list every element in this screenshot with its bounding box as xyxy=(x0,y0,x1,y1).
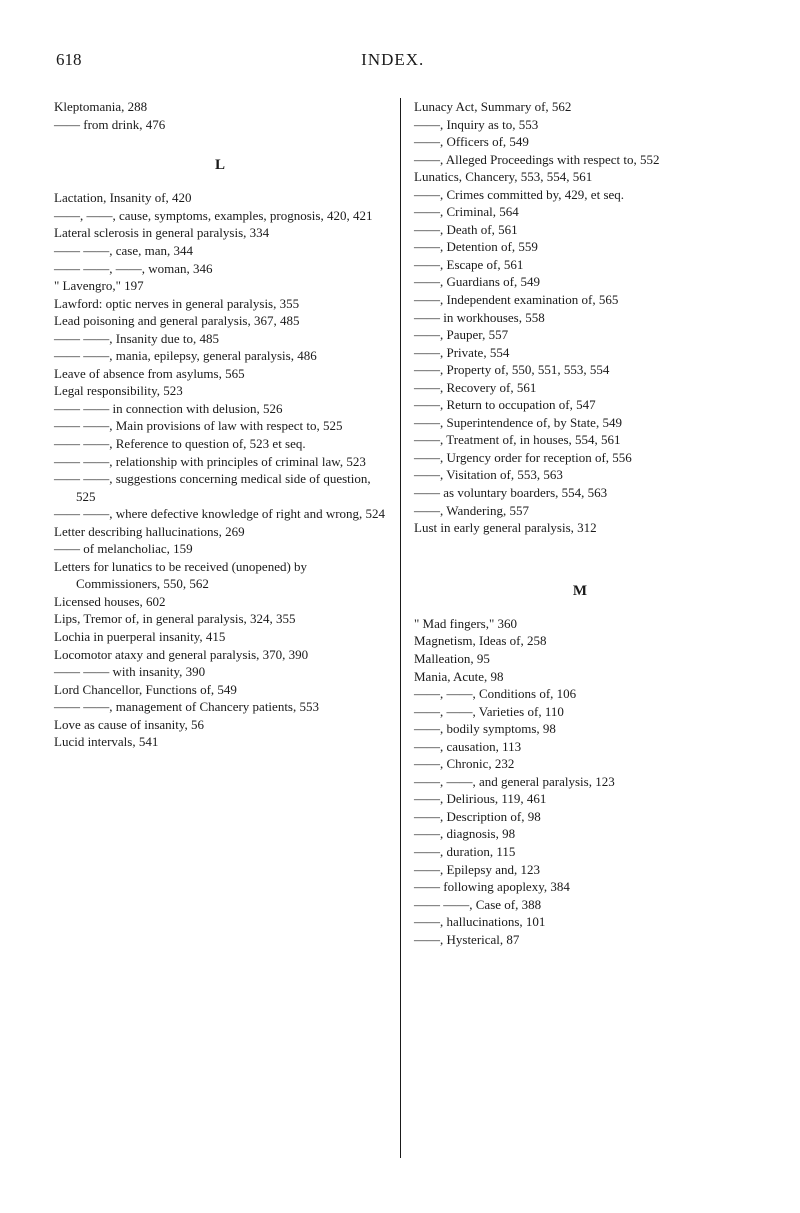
index-entry: ——, Independent examination of, 565 xyxy=(414,291,746,309)
index-entry: Magnetism, Ideas of, 258 xyxy=(414,632,746,650)
index-entry: —— of melancholiac, 159 xyxy=(54,540,386,558)
index-entry: —— —— in connection with delusion, 526 xyxy=(54,400,386,418)
index-entry: ——, duration, 115 xyxy=(414,843,746,861)
index-entry: ——, bodily symptoms, 98 xyxy=(414,720,746,738)
index-entry: ——, diagnosis, 98 xyxy=(414,825,746,843)
index-entry: Lord Chancellor, Functions of, 549 xyxy=(54,681,386,699)
index-entry: Locomotor ataxy and general paralysis, 3… xyxy=(54,646,386,664)
header-spacer xyxy=(704,50,744,70)
page-number: 618 xyxy=(56,50,82,70)
column-divider xyxy=(400,98,401,1158)
index-entry: Letter describing hallucinations, 269 xyxy=(54,523,386,541)
index-entry: —— as voluntary boarders, 554, 563 xyxy=(414,484,746,502)
index-entry: ——, Property of, 550, 551, 553, 554 xyxy=(414,361,746,379)
index-entry: —— ——, management of Chancery patients, … xyxy=(54,698,386,716)
page-title: INDEX. xyxy=(361,50,424,70)
index-entry: Kleptomania, 288 xyxy=(54,98,386,116)
section-letter-l: L xyxy=(54,155,386,175)
index-entry: ——, Epilepsy and, 123 xyxy=(414,861,746,879)
section-letter-m: M xyxy=(414,581,746,601)
index-entry: Letters for lunatics to be received (uno… xyxy=(54,558,386,593)
index-entry: —— following apoplexy, 384 xyxy=(414,878,746,896)
index-entry: Lochia in puerperal insanity, 415 xyxy=(54,628,386,646)
index-entry: Lactation, Insanity of, 420 xyxy=(54,189,386,207)
index-entry: —— —— with insanity, 390 xyxy=(54,663,386,681)
index-entry: " Mad fingers," 360 xyxy=(414,615,746,633)
index-entry: ——, ——, and general paralysis, 123 xyxy=(414,773,746,791)
index-entry: Leave of absence from asylums, 565 xyxy=(54,365,386,383)
index-entry: Mania, Acute, 98 xyxy=(414,668,746,686)
index-entry: ——, Superintendence of, by State, 549 xyxy=(414,414,746,432)
index-entry: ——, Visitation of, 553, 563 xyxy=(414,466,746,484)
index-entry: ——, hallucinations, 101 xyxy=(414,913,746,931)
left-column: Kleptomania, 288—— from drink, 476 L Lac… xyxy=(50,98,400,1158)
right-top-entries: Lunacy Act, Summary of, 562——, Inquiry a… xyxy=(414,98,746,537)
index-entry: —— from drink, 476 xyxy=(54,116,386,134)
index-entry: ——, Guardians of, 549 xyxy=(414,273,746,291)
index-entry: Lawford: optic nerves in general paralys… xyxy=(54,295,386,313)
index-entry: ——, ——, Varieties of, 110 xyxy=(414,703,746,721)
left-top-entries: Kleptomania, 288—— from drink, 476 xyxy=(54,98,386,133)
index-entry: " Lavengro," 197 xyxy=(54,277,386,295)
section-gap xyxy=(414,537,746,559)
index-entry: ——, Inquiry as to, 553 xyxy=(414,116,746,134)
index-entry: Lead poisoning and general paralysis, 36… xyxy=(54,312,386,330)
index-entry: Lust in early general paralysis, 312 xyxy=(414,519,746,537)
index-entry: Legal responsibility, 523 xyxy=(54,382,386,400)
index-entry: —— ——, where defective knowledge of righ… xyxy=(54,505,386,523)
index-entry: ——, Crimes committed by, 429, et seq. xyxy=(414,186,746,204)
index-entry: ——, ——, cause, symptoms, examples, progn… xyxy=(54,207,386,225)
index-entry: ——, causation, 113 xyxy=(414,738,746,756)
left-main-entries: Lactation, Insanity of, 420——, ——, cause… xyxy=(54,189,386,751)
index-entry: Lunatics, Chancery, 553, 554, 561 xyxy=(414,168,746,186)
index-entry: ——, Chronic, 232 xyxy=(414,755,746,773)
index-entry: ——, Detention of, 559 xyxy=(414,238,746,256)
index-entry: ——, Recovery of, 561 xyxy=(414,379,746,397)
index-entry: Love as cause of insanity, 56 xyxy=(54,716,386,734)
index-entry: ——, Alleged Proceedings with respect to,… xyxy=(414,151,746,169)
index-entry: ——, Criminal, 564 xyxy=(414,203,746,221)
index-entry: ——, Escape of, 561 xyxy=(414,256,746,274)
index-entry: —— ——, Insanity due to, 485 xyxy=(54,330,386,348)
index-entry: ——, Private, 554 xyxy=(414,344,746,362)
index-entry: ——, Delirious, 119, 461 xyxy=(414,790,746,808)
index-entry: ——, Urgency order for reception of, 556 xyxy=(414,449,746,467)
index-entry: Malleation, 95 xyxy=(414,650,746,668)
index-entry: Lucid intervals, 541 xyxy=(54,733,386,751)
index-entry: —— in workhouses, 558 xyxy=(414,309,746,327)
index-entry: Licensed houses, 602 xyxy=(54,593,386,611)
index-entry: —— ——, Case of, 388 xyxy=(414,896,746,914)
index-entry: ——, Wandering, 557 xyxy=(414,502,746,520)
index-entry: ——, Death of, 561 xyxy=(414,221,746,239)
index-entry: ——, Pauper, 557 xyxy=(414,326,746,344)
right-main-entries: " Mad fingers," 360Magnetism, Ideas of, … xyxy=(414,615,746,948)
right-column: Lunacy Act, Summary of, 562——, Inquiry a… xyxy=(400,98,750,1158)
index-entry: ——, Hysterical, 87 xyxy=(414,931,746,949)
index-entry: ——, Description of, 98 xyxy=(414,808,746,826)
index-entry: Lunacy Act, Summary of, 562 xyxy=(414,98,746,116)
index-entry: ——, ——, Conditions of, 106 xyxy=(414,685,746,703)
index-entry: ——, Treatment of, in houses, 554, 561 xyxy=(414,431,746,449)
index-entry: —— ——, mania, epilepsy, general paralysi… xyxy=(54,347,386,365)
index-entry: —— ——, suggestions concerning medical si… xyxy=(54,470,386,505)
index-entry: ——, Officers of, 549 xyxy=(414,133,746,151)
index-entry: —— ——, case, man, 344 xyxy=(54,242,386,260)
index-entry: ——, Return to occupation of, 547 xyxy=(414,396,746,414)
index-entry: —— ——, Reference to question of, 523 et … xyxy=(54,435,386,453)
index-entry: Lips, Tremor of, in general paralysis, 3… xyxy=(54,610,386,628)
index-entry: —— ——, Main provisions of law with respe… xyxy=(54,417,386,435)
index-entry: —— ——, relationship with principles of c… xyxy=(54,453,386,471)
index-entry: —— ——, ——, woman, 346 xyxy=(54,260,386,278)
index-entry: Lateral sclerosis in general paralysis, … xyxy=(54,224,386,242)
page-header: 618 INDEX. xyxy=(50,50,750,70)
index-columns: Kleptomania, 288—— from drink, 476 L Lac… xyxy=(50,98,750,1158)
